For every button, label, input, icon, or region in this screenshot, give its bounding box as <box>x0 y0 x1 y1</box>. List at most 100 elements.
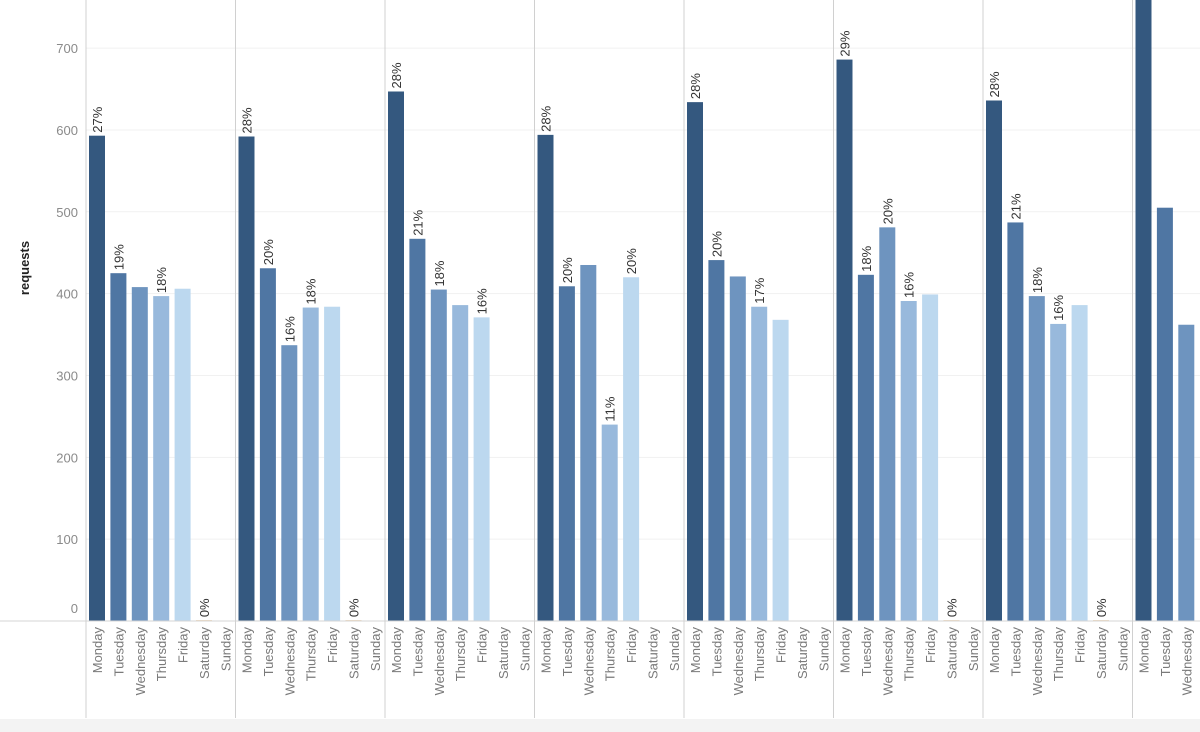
bar-friday <box>174 288 191 621</box>
x-tick-label: Thursday <box>304 627 319 682</box>
bar-tuesday <box>259 268 276 621</box>
x-tick-label: Tuesday <box>410 627 425 677</box>
bar-tuesday <box>110 273 127 621</box>
data-label: 28% <box>539 105 554 131</box>
bar-tuesday <box>708 260 725 621</box>
data-label: 28% <box>240 107 255 133</box>
x-tick-label: Tuesday <box>560 627 575 677</box>
x-tick-label: Friday <box>923 627 938 664</box>
bar-monday <box>687 102 703 621</box>
bar-thursday <box>452 305 469 621</box>
x-tick-label: Sunday <box>816 627 831 672</box>
data-label: 0% <box>347 598 362 617</box>
bar-wednesday <box>580 264 597 621</box>
bars <box>89 0 1195 622</box>
bar-tuesday <box>558 286 575 621</box>
x-tick-label: Friday <box>325 627 340 664</box>
data-label: 20% <box>709 231 724 257</box>
x-tick-label: Saturday <box>197 627 212 680</box>
x-tick-label: Tuesday <box>261 627 276 677</box>
x-tick-label: Saturday <box>347 627 362 680</box>
data-label: 28% <box>389 62 404 88</box>
x-tick-label: Monday <box>90 627 105 674</box>
x-tick-label: Wednesday <box>133 627 148 696</box>
bar-friday <box>1071 305 1088 621</box>
x-tick-label: Monday <box>688 627 703 674</box>
bar-monday <box>1135 0 1152 621</box>
bar-thursday <box>601 424 618 621</box>
y-tick-label: 200 <box>56 450 78 465</box>
bar-friday <box>772 319 789 621</box>
bar-wednesday <box>131 287 148 621</box>
bar-monday <box>388 91 404 622</box>
bar-friday <box>623 277 640 621</box>
data-label: 16% <box>1051 294 1066 320</box>
bar-monday <box>836 59 853 622</box>
x-tick-label: Monday <box>1137 627 1152 674</box>
data-label: 21% <box>410 209 425 235</box>
bar-wednesday <box>879 227 896 621</box>
x-tick-label: Thursday <box>752 627 767 682</box>
x-tick-label: Wednesday <box>1179 627 1194 696</box>
x-tick-label: Thursday <box>154 627 169 682</box>
bar-tuesday <box>1007 222 1024 621</box>
x-tick-label: Sunday <box>368 627 383 672</box>
x-tick-label: Friday <box>774 627 789 664</box>
data-label: 19% <box>111 244 126 270</box>
footer-strip <box>0 719 1200 732</box>
y-tick-label: 0 <box>71 601 78 616</box>
x-tick-label: Friday <box>1073 627 1088 664</box>
x-tick-label: Monday <box>987 627 1002 674</box>
bar-friday <box>473 317 490 621</box>
data-label: 21% <box>1008 193 1023 219</box>
bar-thursday <box>751 306 768 621</box>
data-label: 20% <box>880 198 895 224</box>
x-tick-label: Wednesday <box>432 627 447 696</box>
x-tick-label: Monday <box>389 627 404 674</box>
y-tick-label: 700 <box>56 41 78 56</box>
bar-thursday <box>302 307 319 621</box>
bar-friday <box>324 306 341 621</box>
data-label: 27% <box>90 106 105 132</box>
bar-thursday <box>153 296 170 621</box>
bar-thursday <box>900 301 917 621</box>
data-label: 28% <box>987 71 1002 97</box>
x-tick-label: Wednesday <box>581 627 596 696</box>
bar-tuesday <box>1156 207 1173 621</box>
data-label: 28% <box>688 73 703 99</box>
data-label: 16% <box>475 288 490 314</box>
x-tick-label: Wednesday <box>1030 627 1045 696</box>
x-tick-label: Tuesday <box>709 627 724 677</box>
x-tick-label: Wednesday <box>282 627 297 696</box>
x-tick-label: Tuesday <box>859 627 874 677</box>
bar-thursday <box>1050 323 1067 621</box>
y-tick-label: 300 <box>56 368 78 383</box>
x-tick-label: Tuesday <box>111 627 126 677</box>
x-tick-label: Thursday <box>902 627 917 682</box>
bar-friday <box>922 294 939 621</box>
bar-wednesday <box>729 276 746 621</box>
data-label: 18% <box>859 245 874 271</box>
data-label: 0% <box>1094 598 1109 617</box>
bar-tuesday <box>857 274 874 621</box>
bar-monday <box>238 136 255 621</box>
x-tick-label: Saturday <box>795 627 810 680</box>
data-labels: 27% 19% 18% 0% 28% 20% 16% 18% 0% 28% 21% 18% 16% 28%… <box>90 30 1109 617</box>
bar-tuesday <box>409 238 426 622</box>
bar-monday <box>89 135 105 622</box>
x-tick-label: Sunday <box>667 627 682 672</box>
y-tick-label: 500 <box>56 205 78 220</box>
bar-wednesday <box>281 345 298 621</box>
bar-wednesday <box>1178 324 1195 621</box>
x-tick-label: Wednesday <box>880 627 895 696</box>
data-label: 18% <box>304 278 319 304</box>
x-tick-label: Sunday <box>966 627 981 672</box>
x-tick-label: Saturday <box>1094 627 1109 680</box>
data-label: 11% <box>603 396 618 421</box>
data-label: 20% <box>261 239 276 265</box>
x-tick-label: Monday <box>240 627 255 674</box>
bar-wednesday <box>1028 296 1045 621</box>
x-tick-label: Sunday <box>1115 627 1130 672</box>
x-tick-label: Sunday <box>517 627 532 672</box>
